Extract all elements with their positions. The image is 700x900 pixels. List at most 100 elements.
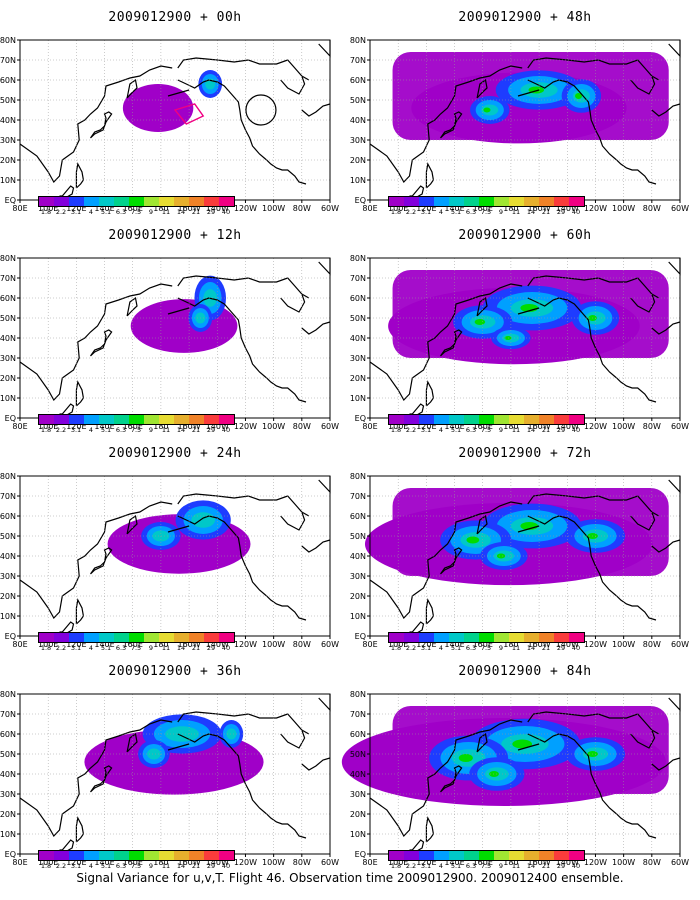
colorbar-swatch (494, 851, 509, 860)
colorbar-level-label: 11 (511, 208, 521, 216)
colorbar-level-label: 11 (161, 644, 171, 652)
forecast-panel: 2009012900 + 72h 80E 100E 120E 140E 160E 180 16… (350, 436, 700, 656)
lat-tick-label: EQ (355, 196, 366, 205)
lat-tick-label: 80N (350, 254, 366, 263)
lat-tick-label: 10N (350, 176, 366, 185)
colorbar: 1.8 2.2 3.1 4 5.1 6.3 7.5 9 11 14 21 29 40 (38, 850, 235, 871)
colorbar-level-label: 6.3 (465, 208, 477, 216)
colorbar-level-label: 11 (161, 426, 171, 434)
colorbar-swatch (219, 851, 234, 860)
colorbar-swatch (434, 851, 449, 860)
colorbar-swatch (84, 415, 99, 424)
colorbar-swatch (494, 197, 509, 206)
colorbar-level-label: 7.5 (480, 426, 492, 434)
lat-tick-label: 10N (350, 394, 366, 403)
colorbar-level-label: 21 (191, 208, 201, 216)
axis-labels: 80E 100E 120E 140E 160E 180 160W 140W 120W 100W 80… (0, 254, 339, 431)
colorbar-level-label: 14 (526, 644, 536, 652)
graticule (370, 258, 680, 418)
colorbar-swatch (509, 415, 524, 424)
colorbar-swatch (494, 415, 509, 424)
colorbar-level-label: 6.3 (115, 644, 127, 652)
lon-tick-label: 180 (503, 422, 518, 431)
lon-tick-label: 60W (671, 858, 689, 867)
colorbar-swatch (389, 851, 404, 860)
forecast-panel: 2009012900 + 48h 80E 100E 120E 140E 160E 180 16… (350, 0, 700, 220)
colorbar-labels: 1.8 2.2 3.1 4 5.1 6.3 7.5 9 11 14 21 29 40 (388, 861, 585, 871)
lat-tick-label: 80N (350, 36, 366, 45)
colorbar-swatch (449, 633, 464, 642)
lat-tick-label: 30N (0, 790, 16, 799)
colorbar-level-label: 4 (88, 208, 94, 216)
colorbar-level-label: 2.2 (55, 644, 67, 652)
lat-tick-label: 40N (350, 770, 366, 779)
lon-tick-label: 120E (66, 640, 86, 649)
lat-tick-label: 70N (0, 710, 16, 719)
colorbar-level-label: 3.1 (70, 426, 82, 434)
colorbar-swatch (144, 197, 159, 206)
colorbar-level-label: 5.1 (450, 426, 462, 434)
colorbar-level-label: 21 (191, 426, 201, 434)
graticule (20, 258, 330, 418)
lon-tick-label: 180 (153, 640, 168, 649)
colorbar-level-label: 1.8 (390, 644, 402, 652)
colorbar-level-label: 4 (88, 644, 94, 652)
colorbar-level-label: 6.3 (465, 862, 477, 870)
colorbar-swatches (388, 850, 585, 861)
lat-tick-label: 10N (0, 612, 16, 621)
colorbar-level-label: 7.5 (130, 644, 142, 652)
colorbar-swatches (38, 414, 235, 425)
colorbar-level-label: 2.2 (405, 208, 417, 216)
colorbar-level-label: 9 (498, 426, 504, 434)
lon-tick-label: 140E (444, 422, 464, 431)
lat-tick-label: 20N (350, 374, 366, 383)
forecast-panel: 2009012900 + 24h 80E 100E 120E 140E 160E 180 16… (0, 436, 350, 656)
colorbar-level-label: 6.3 (115, 862, 127, 870)
colorbar-swatch (159, 633, 174, 642)
colorbar-swatch (539, 197, 554, 206)
lat-tick-label: 50N (350, 750, 366, 759)
variance-contour-7.5 (458, 754, 473, 762)
lon-tick-label: 100E (388, 204, 408, 213)
colorbar-level-label: 7.5 (480, 644, 492, 652)
colorbar-labels: 1.8 2.2 3.1 4 5.1 6.3 7.5 9 11 14 21 29 40 (38, 207, 235, 217)
colorbar-level-label: 40 (221, 426, 231, 434)
colorbar-level-label: 2.2 (55, 208, 67, 216)
lon-tick-label: 160W (527, 640, 550, 649)
lon-tick-label: 140W (556, 858, 579, 867)
lon-tick-label: 100E (388, 858, 408, 867)
colorbar-level-label: 9 (148, 862, 154, 870)
colorbar-level-label: 11 (511, 644, 521, 652)
colorbar-swatch (159, 197, 174, 206)
colorbar-level-label: 5.1 (100, 862, 112, 870)
lon-tick-label: 100W (262, 204, 285, 213)
lon-tick-label: 100E (38, 858, 58, 867)
variance-map: 80E 100E 120E 140E 160E 180 160W 140W 120W 100W 80… (0, 254, 339, 431)
colorbar-swatch (204, 851, 219, 860)
colorbar: 1.8 2.2 3.1 4 5.1 6.3 7.5 9 11 14 21 29 40 (388, 632, 585, 653)
colorbar-swatch (84, 197, 99, 206)
lat-tick-label: 40N (0, 770, 16, 779)
colorbar-level-label: 1.8 (40, 208, 52, 216)
colorbar-swatch (189, 197, 204, 206)
colorbar-level-label: 9 (148, 426, 154, 434)
colorbar-swatch (219, 197, 234, 206)
lat-tick-label: 20N (0, 374, 16, 383)
lon-tick-label: 160W (177, 422, 200, 431)
colorbar-swatch (419, 415, 434, 424)
lat-tick-label: 10N (0, 830, 16, 839)
lon-tick-label: 120E (66, 204, 86, 213)
variance-contour-5.1 (191, 512, 216, 528)
colorbar-swatch (219, 633, 234, 642)
lon-tick-label: 160E (473, 640, 493, 649)
colorbar-level-label: 3.1 (420, 426, 432, 434)
colorbar-level-label: 29 (206, 426, 216, 434)
colorbar-swatch (524, 633, 539, 642)
colorbar-swatch (174, 851, 189, 860)
colorbar-level-label: 9 (148, 644, 154, 652)
colorbar-level-label: 14 (176, 644, 186, 652)
colorbar-level-label: 9 (498, 208, 504, 216)
colorbar-swatch (69, 415, 84, 424)
lat-tick-label: 80N (350, 472, 366, 481)
colorbar-swatch (569, 197, 584, 206)
